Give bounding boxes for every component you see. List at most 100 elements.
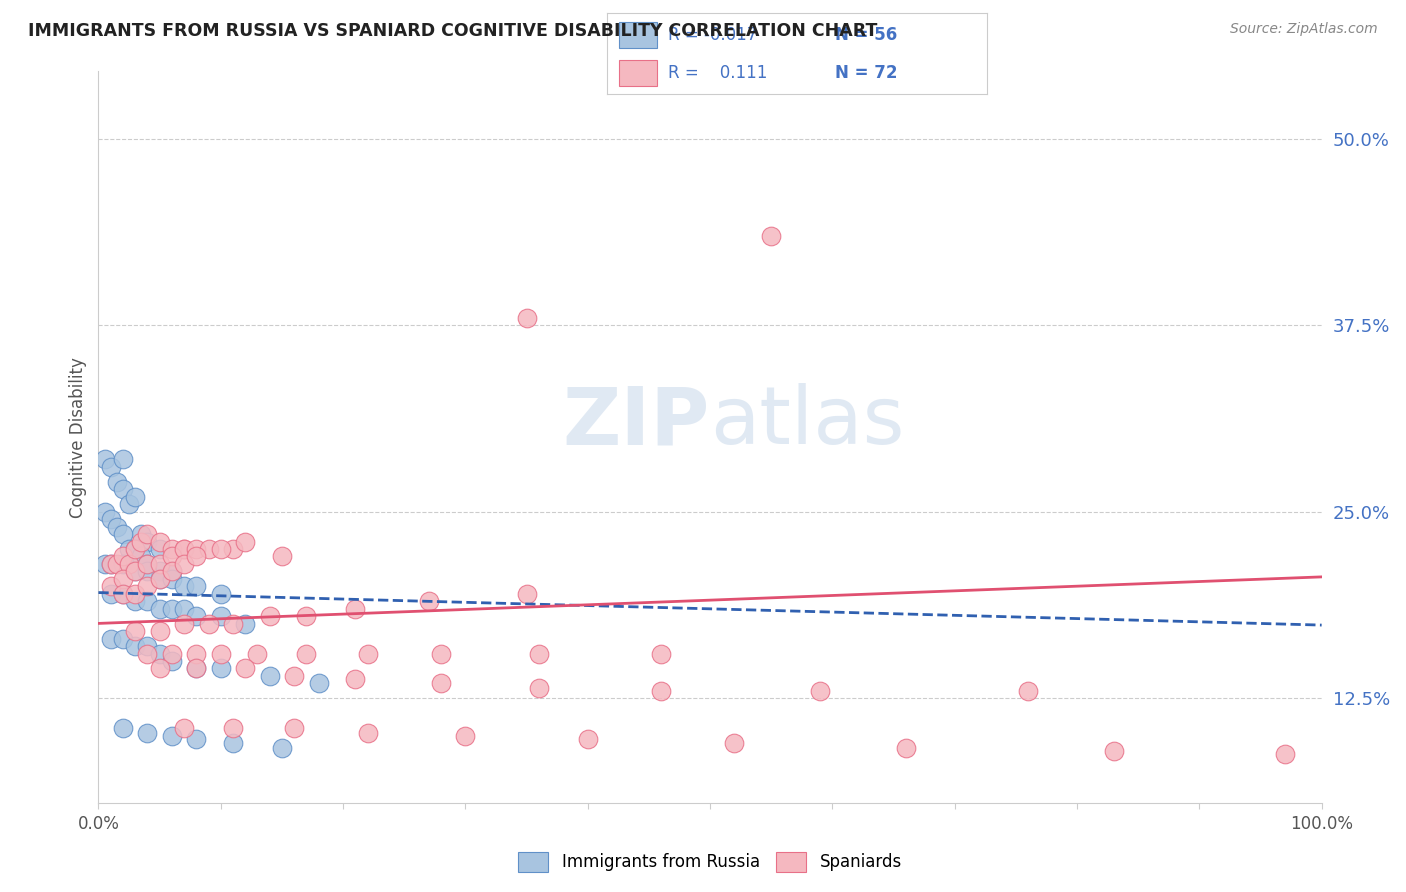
Text: R = -0.017: R = -0.017	[668, 26, 758, 44]
Point	[136, 557, 159, 571]
Point	[173, 601, 195, 615]
Point	[129, 527, 152, 541]
Point	[209, 542, 232, 557]
Point	[222, 721, 245, 735]
Point	[111, 483, 134, 497]
Point	[149, 542, 172, 557]
Point	[124, 587, 146, 601]
Point	[270, 740, 294, 755]
Point	[344, 672, 367, 686]
Point	[93, 505, 115, 519]
Point	[100, 557, 122, 571]
Point	[173, 579, 195, 593]
Point	[124, 490, 146, 504]
Point	[173, 557, 195, 571]
Point	[259, 609, 281, 624]
Point	[222, 616, 245, 631]
Point	[149, 572, 172, 586]
Point	[650, 647, 672, 661]
Y-axis label: Cognitive Disability: Cognitive Disability	[69, 357, 87, 517]
Point	[111, 721, 134, 735]
Point	[160, 647, 183, 661]
Point	[233, 616, 256, 631]
Point	[246, 647, 269, 661]
Point	[209, 661, 232, 675]
Point	[149, 557, 172, 571]
Point	[105, 475, 128, 489]
Point	[149, 565, 172, 579]
Point	[149, 572, 172, 586]
Point	[149, 534, 172, 549]
Text: N = 56: N = 56	[835, 26, 897, 44]
Point	[111, 587, 134, 601]
Point	[105, 519, 128, 533]
Point	[186, 731, 208, 746]
Point	[124, 594, 146, 608]
Point	[93, 452, 115, 467]
Point	[160, 572, 183, 586]
Point	[270, 549, 294, 564]
Point	[136, 557, 159, 571]
Point	[111, 527, 134, 541]
Point	[894, 740, 917, 755]
Point	[650, 683, 672, 698]
Point	[105, 557, 128, 571]
Point	[111, 452, 134, 467]
Text: Source: ZipAtlas.com: Source: ZipAtlas.com	[1230, 22, 1378, 37]
Point	[209, 587, 232, 601]
Text: atlas: atlas	[710, 384, 904, 461]
Point	[186, 647, 208, 661]
Point	[186, 579, 208, 593]
Point	[222, 736, 245, 750]
Point	[1274, 747, 1296, 761]
Point	[344, 601, 367, 615]
Point	[160, 565, 183, 579]
Point	[295, 647, 318, 661]
Point	[149, 624, 172, 639]
Point	[186, 542, 208, 557]
Point	[516, 587, 538, 601]
Point	[527, 681, 550, 695]
Point	[124, 565, 146, 579]
Point	[160, 729, 183, 743]
Point	[100, 512, 122, 526]
Point	[186, 661, 208, 675]
Point	[111, 572, 134, 586]
Point	[222, 542, 245, 557]
Text: N = 72: N = 72	[835, 64, 897, 82]
Point	[111, 549, 134, 564]
Legend: Immigrants from Russia, Spaniards: Immigrants from Russia, Spaniards	[512, 845, 908, 879]
Point	[209, 609, 232, 624]
Point	[160, 654, 183, 668]
Point	[136, 565, 159, 579]
Point	[430, 676, 453, 690]
Point	[111, 557, 134, 571]
Point	[160, 542, 183, 557]
Point	[576, 731, 599, 746]
Point	[173, 616, 195, 631]
Point	[186, 661, 208, 675]
Point	[160, 549, 183, 564]
Point	[418, 594, 440, 608]
Point	[209, 647, 232, 661]
Point	[100, 579, 122, 593]
Point	[527, 647, 550, 661]
Point	[197, 616, 219, 631]
Point	[136, 534, 159, 549]
Point	[761, 228, 783, 243]
Point	[308, 676, 330, 690]
Point	[283, 669, 305, 683]
Point	[136, 527, 159, 541]
Point	[136, 594, 159, 608]
Point	[173, 542, 195, 557]
Point	[136, 639, 159, 653]
Point	[160, 565, 183, 579]
Point	[100, 557, 122, 571]
Point	[118, 557, 141, 571]
Point	[124, 542, 146, 557]
Point	[136, 579, 159, 593]
Point	[149, 647, 172, 661]
Point	[454, 729, 477, 743]
Point	[149, 661, 172, 675]
Point	[430, 647, 453, 661]
